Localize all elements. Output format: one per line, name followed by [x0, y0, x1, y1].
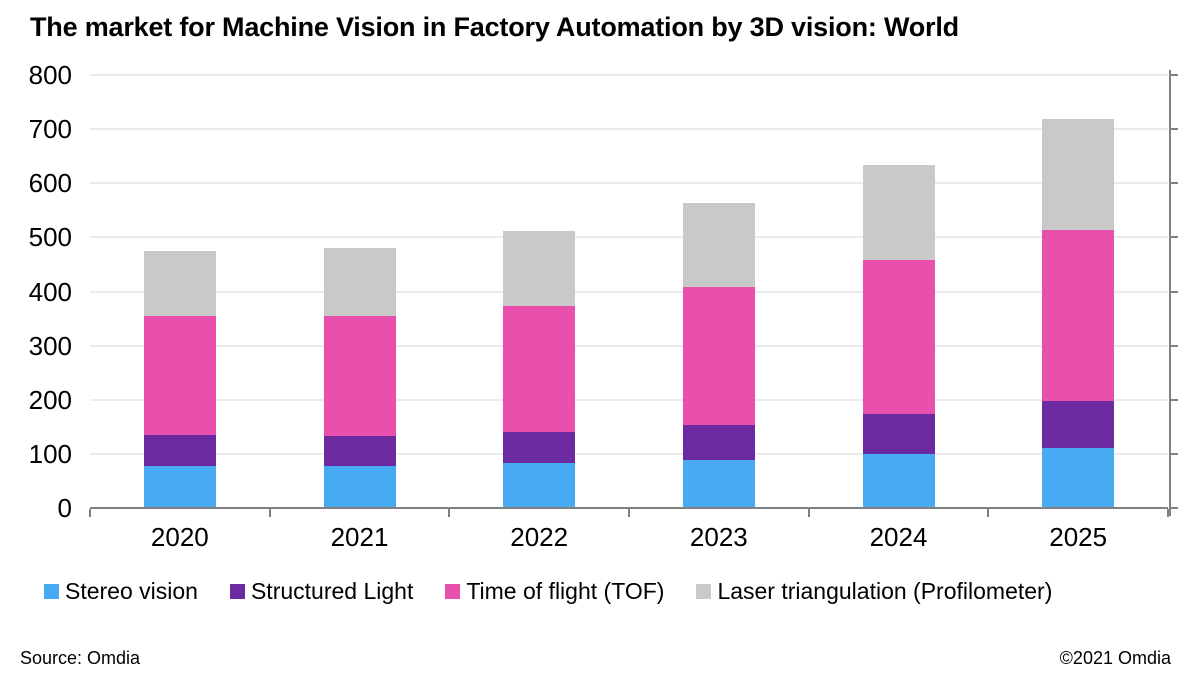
right-axis-tick	[1171, 452, 1178, 455]
bar-segment	[862, 164, 935, 261]
x-axis-tick	[448, 509, 451, 517]
legend-swatch-icon	[229, 584, 245, 599]
legend-item: Laser triangulation (Profilometer)	[696, 578, 1052, 605]
bar-segment	[323, 247, 396, 317]
right-axis-tick	[1171, 74, 1178, 76]
x-axis-tick	[807, 509, 810, 517]
y-tick-label-800: 800	[28, 60, 72, 90]
bar-segment	[503, 432, 576, 464]
gridline-800	[90, 74, 1168, 76]
x-tick-label-2023: 2023	[689, 522, 748, 552]
legend-swatch-icon	[696, 584, 712, 599]
gridline-200	[90, 398, 1168, 401]
bar-segment	[682, 425, 755, 460]
y-tick-label-100: 100	[28, 438, 72, 469]
x-tick-label-2022: 2022	[510, 522, 569, 552]
bar-2025	[1042, 118, 1115, 508]
bar-segment	[862, 453, 935, 508]
bar-segment	[1042, 118, 1115, 230]
chart-title: The market for Machine Vision in Factory…	[30, 12, 959, 42]
plot-area	[89, 70, 1178, 517]
gridline-100	[90, 452, 1168, 455]
bar-segment	[503, 306, 576, 433]
x-tick-label-2020: 2020	[150, 522, 209, 552]
bar-segment	[862, 260, 935, 415]
bar-segment	[682, 459, 755, 508]
gridline-700	[90, 128, 1168, 131]
bar-segment	[503, 463, 576, 508]
gridline-400	[90, 290, 1168, 293]
bar-segment	[1042, 447, 1115, 508]
legend-label: Time of flight (TOF)	[466, 578, 665, 604]
legend-item: Stereo vision	[44, 578, 198, 605]
y-tick-label-300: 300	[28, 330, 72, 361]
gridline-500	[90, 236, 1168, 239]
x-tick-label-2021: 2021	[330, 522, 389, 552]
legend-label: Laser triangulation (Profilometer)	[717, 578, 1053, 604]
legend-swatch-icon	[44, 584, 59, 599]
x-axis-tick	[628, 509, 630, 517]
y-tick-label-0: 0	[57, 493, 72, 523]
y-tick-label-200: 200	[28, 384, 72, 415]
x-axis-tick	[987, 509, 990, 517]
right-axis-tick	[1171, 236, 1178, 239]
bar-segment	[503, 230, 576, 307]
bar-segment	[862, 414, 935, 454]
x-axis-tick	[1167, 509, 1169, 517]
right-axis-tick	[1171, 398, 1178, 401]
bar-2021	[323, 247, 396, 508]
y-tick-label-700: 700	[28, 114, 72, 145]
right-axis-tick	[1171, 507, 1178, 509]
bar-segment	[143, 465, 216, 508]
bar-segment	[143, 316, 216, 435]
gridline-600	[90, 182, 1168, 185]
right-axis-tick	[1171, 128, 1178, 131]
bar-segment	[323, 465, 396, 508]
legend: Stereo vision Structured Light Time of fli…	[44, 578, 1052, 605]
bar-segment	[323, 316, 396, 436]
y-tick-label-400: 400	[28, 276, 72, 307]
legend-item: Structured Light	[229, 578, 414, 605]
copyright-note: ©2021 Omdia	[1059, 648, 1171, 668]
bar-segment	[1042, 400, 1115, 448]
legend-label: Structured Light	[250, 578, 414, 604]
x-axis-tick	[268, 509, 271, 517]
x-axis-tick	[89, 509, 91, 517]
x-tick-label-2024: 2024	[869, 522, 928, 552]
x-tick-label-2025: 2025	[1049, 522, 1108, 552]
bar-segment	[1042, 229, 1115, 401]
right-axis-tick	[1171, 344, 1178, 347]
bar-segment	[143, 434, 216, 466]
legend-swatch-icon	[445, 584, 461, 599]
x-axis-line	[90, 507, 1168, 509]
bar-segment	[323, 435, 396, 466]
source-note: Source: Omdia	[20, 648, 141, 668]
gridline-300	[90, 344, 1168, 347]
right-axis-line	[1169, 70, 1171, 516]
bar-segment	[143, 250, 216, 317]
bar-2020	[143, 250, 216, 508]
right-axis-tick	[1171, 182, 1178, 185]
bar-2023	[682, 202, 755, 508]
bar-2022	[503, 230, 576, 508]
legend-item: Time of flight (TOF)	[445, 578, 664, 605]
right-axis-tick	[1171, 290, 1178, 293]
legend-label: Stereo vision	[65, 578, 198, 604]
bar-2024	[862, 164, 935, 508]
y-tick-label-500: 500	[28, 222, 72, 253]
y-tick-label-600: 600	[28, 168, 72, 199]
bar-segment	[682, 286, 755, 426]
bar-segment	[682, 202, 755, 287]
